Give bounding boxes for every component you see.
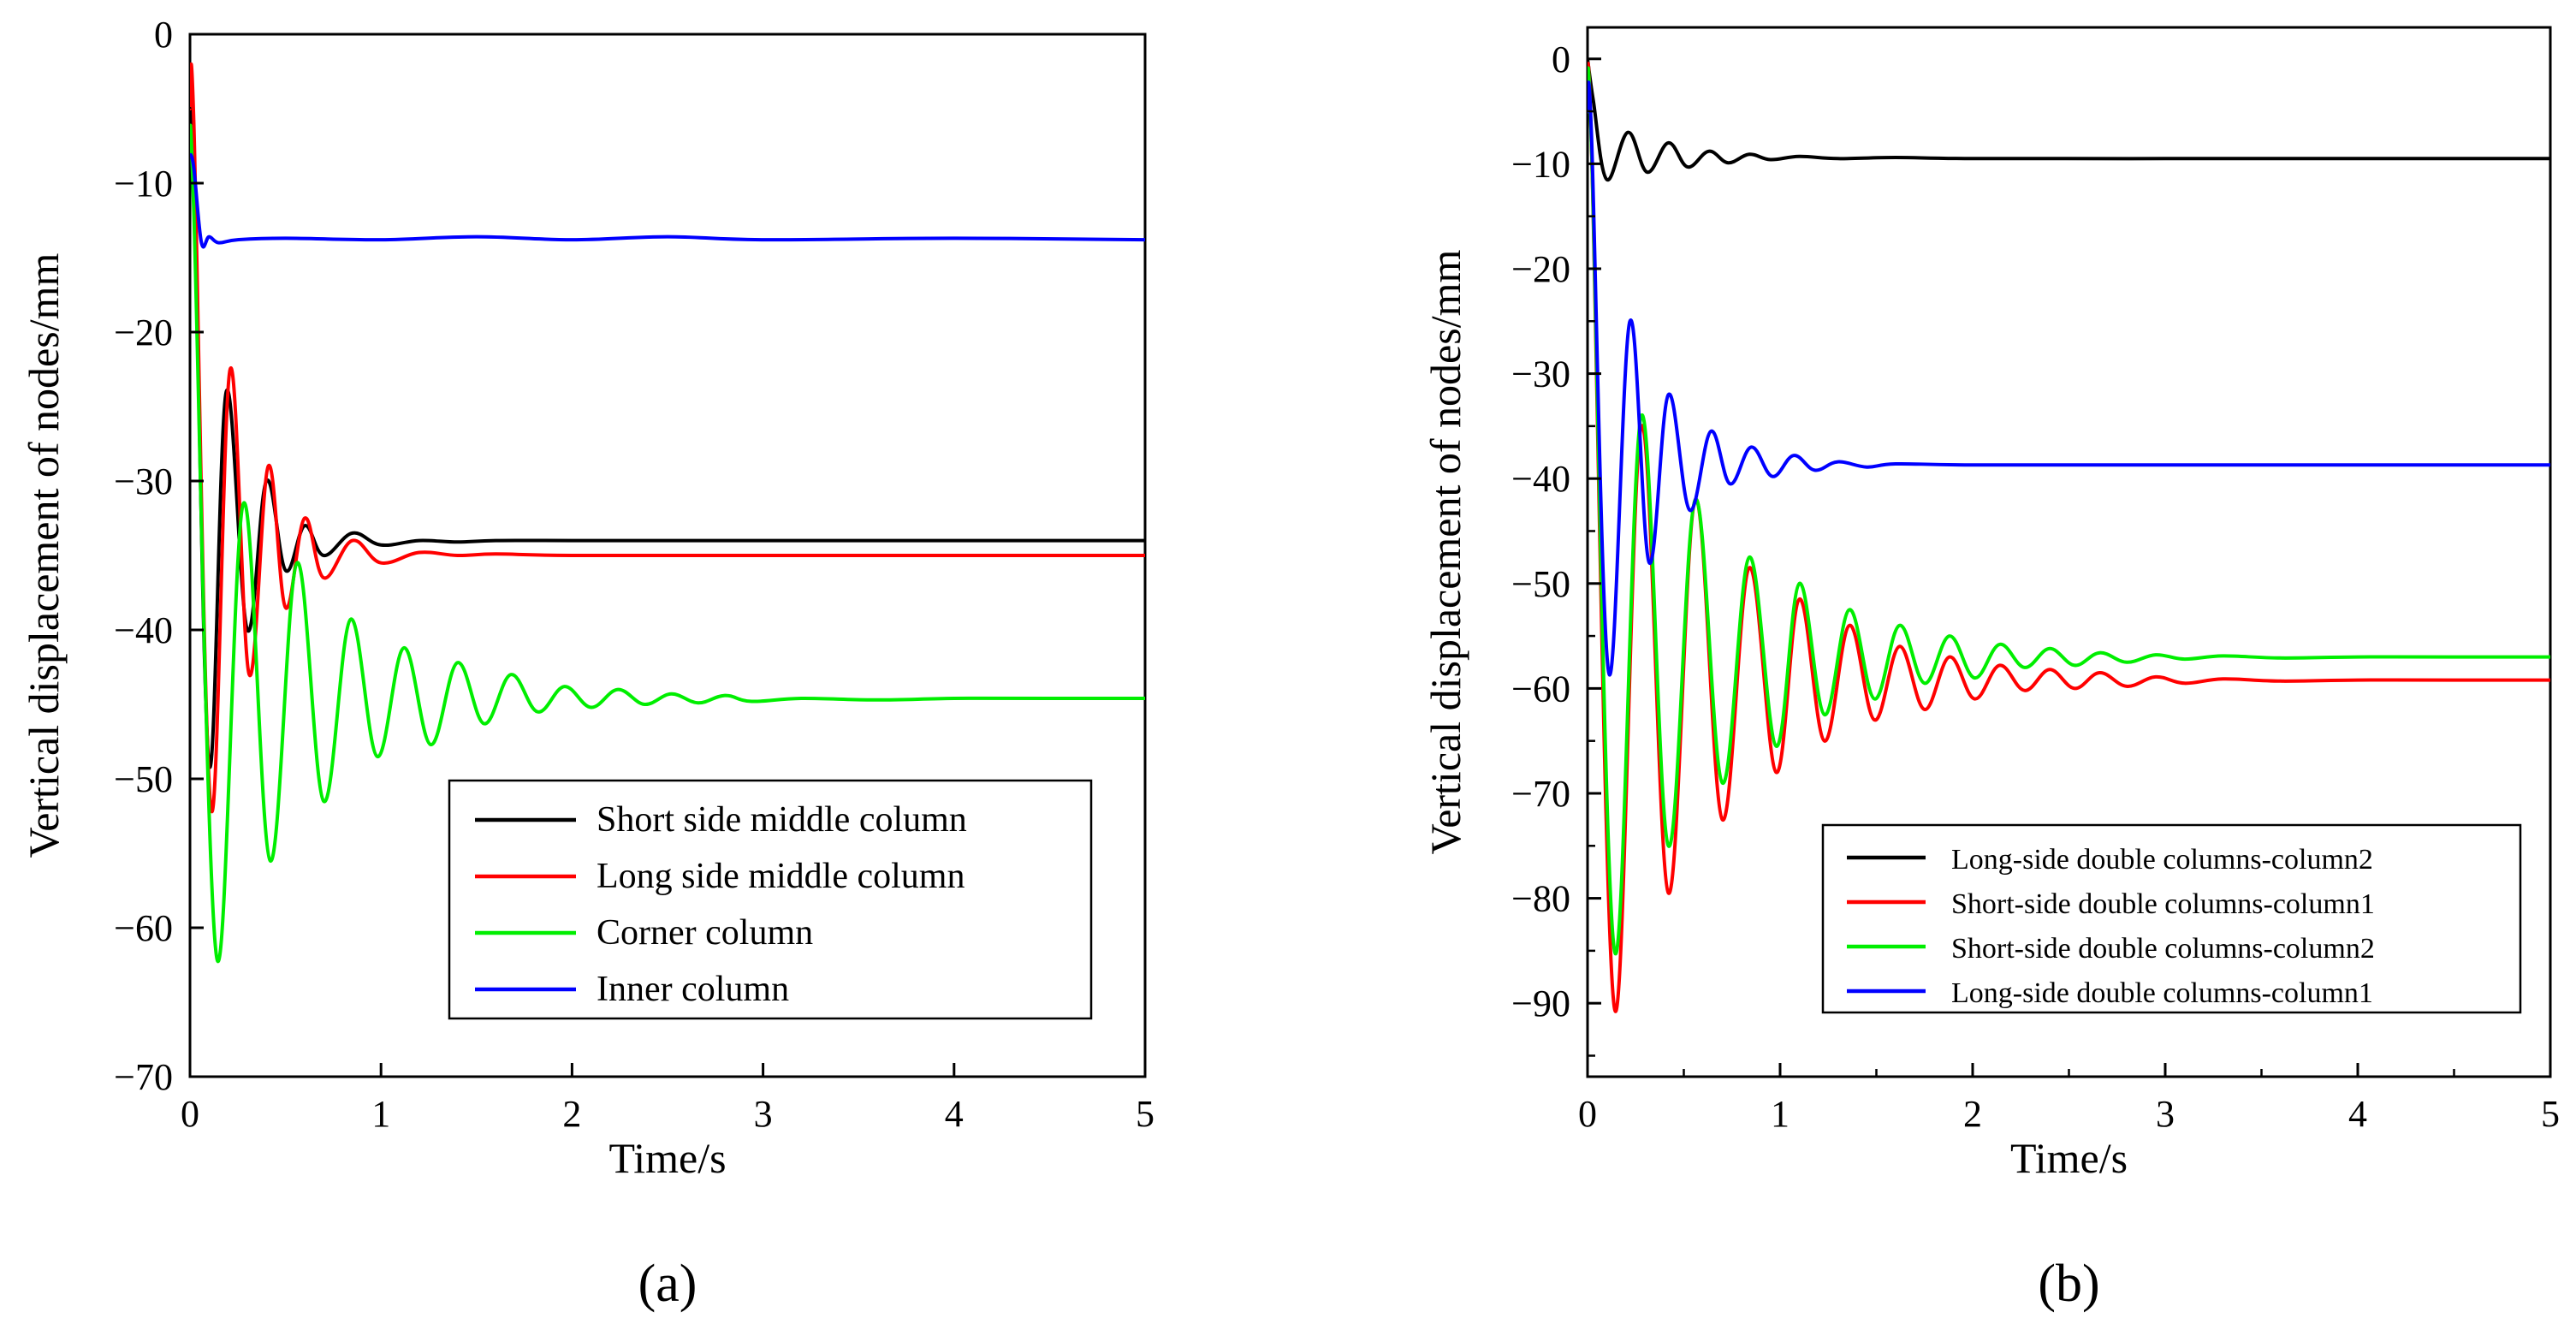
panel-a-label: (a) [638,1255,697,1313]
panel-b-x-axis-title: Time/s [2010,1134,2128,1182]
series-line-long-side-double-columns-column1 [1588,80,2550,677]
x-tick-label: 1 [371,1093,390,1135]
legend-label: Long-side double columns-column1 [1951,977,2373,1009]
y-tick-label: −10 [1511,143,1570,185]
x-tick-label: 5 [2541,1093,2560,1135]
y-tick-label: −50 [1511,563,1570,605]
legend-label: Long-side double columns-column2 [1951,844,2373,876]
panel-a-series-group [190,62,1145,964]
series-line-short-side-double-columns-column2 [1588,66,2550,956]
panel-b-label: (b) [2038,1255,2099,1313]
series-line-corner-column [190,123,1145,964]
panel-a: 0 1 2 3 4 5 0 −10 −20 −30 −40 −50 −60 −70 Time/s Ver… [20,14,1154,1313]
panel-a-y-axis: 0 −10 −20 −30 −40 −50 −60 −70 [114,14,204,1098]
y-tick-label: −40 [114,609,173,651]
panel-a-y-axis-title: Vertical displacement of nodes/mm [20,253,68,858]
panel-b-series-group [1588,58,2550,1013]
legend-label: Long side middle column [597,857,965,896]
panel-a-x-axis: 0 1 2 3 4 5 [181,1063,1154,1135]
panel-a-legend: Short side middle column Long side middle… [448,779,1093,1020]
y-tick-label: −80 [1511,878,1570,920]
legend-label: Short-side double columns-column1 [1951,888,2375,920]
panel-b-y-axis-title: Vertical displacement of nodes/mm [1422,250,1469,855]
x-tick-label: 3 [754,1093,773,1135]
y-tick-label: −20 [1511,248,1570,290]
y-tick-label: −10 [114,163,173,205]
x-tick-label: 2 [562,1093,581,1135]
x-tick-label: 2 [1963,1093,1982,1135]
y-tick-label: −40 [1511,458,1570,500]
panel-b: 0 1 2 3 4 5 0 −10 −20 −30 −40 −50 −60 −70 −80 −90 Time… [1422,26,2560,1313]
y-tick-label: 0 [1552,39,1570,80]
x-tick-label: 0 [181,1093,199,1135]
panel-b-y-axis: 0 −10 −20 −30 −40 −50 −60 −70 −80 −90 [1511,39,1601,1057]
y-tick-label: −20 [114,312,173,353]
y-tick-label: −70 [1511,773,1570,815]
y-tick-label: −60 [1511,668,1570,710]
y-tick-label: −50 [114,758,173,800]
series-line-long-side-double-columns-column2 [1588,58,2550,181]
y-tick-label: −30 [1511,353,1570,395]
y-tick-label: −70 [114,1056,173,1098]
x-tick-label: 4 [2348,1093,2367,1135]
x-tick-label: 3 [2156,1093,2175,1135]
legend-label: Corner column [597,913,813,953]
legend-label: Short side middle column [597,800,967,840]
panel-b-legend: Long-side double columns-column2 Short-si… [1821,823,2522,1014]
y-tick-label: −90 [1511,983,1570,1024]
y-tick-label: −30 [114,460,173,502]
panel-b-x-axis: 0 1 2 3 4 5 [1578,1063,2560,1135]
x-tick-label: 1 [1771,1093,1790,1135]
series-line-inner-column [190,152,1145,249]
legend-label: Short-side double columns-column2 [1951,933,2375,965]
y-tick-label: −60 [114,907,173,949]
x-tick-label: 5 [1136,1093,1154,1135]
x-tick-label: 0 [1578,1093,1597,1135]
y-tick-label: 0 [154,14,173,56]
x-tick-label: 4 [945,1093,964,1135]
panel-b-legend-box [1821,823,2522,1014]
panel-a-x-axis-title: Time/s [608,1134,726,1182]
legend-label: Inner column [597,970,789,1009]
